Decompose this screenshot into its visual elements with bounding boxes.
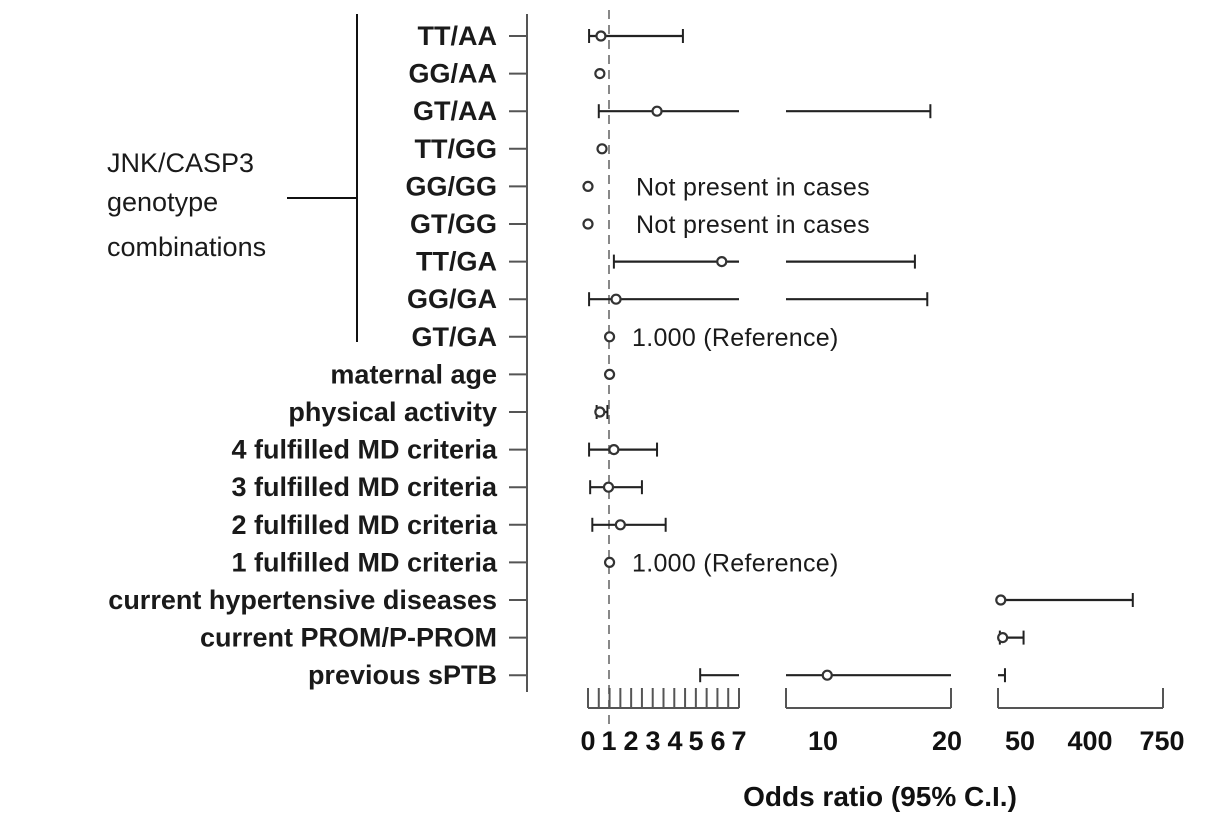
x-tick-label: 50 — [1005, 726, 1035, 756]
point-estimate — [596, 143, 608, 155]
x-tick-label: 10 — [808, 726, 838, 756]
row-current-hypertensive-diseases: current hypertensive diseases — [108, 585, 1134, 615]
row-gg-ga: GG/GA — [407, 284, 929, 314]
point-estimate — [608, 444, 620, 456]
point-estimate — [602, 481, 615, 493]
x-axis-label: Odds ratio (95% C.I.) — [743, 781, 1017, 812]
row-gt-gg: GT/GG Not present in cases — [410, 209, 870, 239]
row-label: TT/GA — [416, 247, 497, 277]
point-estimate — [610, 293, 622, 305]
row-label: 4 fulfilled MD criteria — [231, 435, 498, 465]
x-axis-segment-2: 10 20 — [785, 688, 962, 756]
row-label: TT/AA — [418, 21, 497, 51]
row-gg-aa: GG/AA — [408, 59, 606, 89]
x-tick-label: 4 — [667, 726, 682, 756]
row-1-fulfilled-md-criteria: 1 fulfilled MD criteria 1.000 (Reference) — [231, 547, 838, 577]
point-estimate — [603, 556, 616, 569]
row-tt-aa: TT/AA — [418, 21, 684, 51]
point-estimate — [997, 631, 1009, 644]
row-label: current hypertensive diseases — [108, 585, 497, 615]
row-label: GG/AA — [408, 59, 497, 89]
row-label: GT/GG — [410, 209, 497, 239]
row-label: previous sPTB — [308, 660, 497, 690]
point-estimate — [582, 218, 594, 230]
x-tick-label: 7 — [731, 726, 746, 756]
row-2-fulfilled-md-criteria: 2 fulfilled MD criteria — [231, 510, 667, 540]
rows-layer: TT/AA GG/AA GT/AA TT/GG GG/GG Not present in … — [108, 21, 1134, 690]
row-4-fulfilled-md-criteria: 4 fulfilled MD criteria — [231, 435, 659, 465]
point-estimate — [594, 67, 606, 80]
row-maternal-age: maternal age — [330, 359, 616, 389]
x-tick-label: 20 — [932, 726, 962, 756]
row-note: 1.000 (Reference) — [632, 324, 839, 352]
point-estimate — [594, 406, 606, 418]
x-axis-segment-3: 50 400 750 — [997, 688, 1185, 756]
x-tick-label: 750 — [1139, 726, 1184, 756]
point-estimate — [651, 105, 663, 117]
row-tt-gg: TT/GG — [415, 134, 608, 164]
row-label: physical activity — [288, 397, 497, 427]
row-label: 3 fulfilled MD criteria — [231, 472, 498, 502]
point-estimate — [716, 256, 728, 268]
row-note: 1.000 (Reference) — [632, 549, 839, 577]
row-label: maternal age — [330, 359, 497, 389]
point-estimate — [821, 669, 833, 681]
point-estimate — [614, 519, 626, 531]
group-label-line-1: JNK/CASP3 — [107, 148, 254, 178]
point-estimate — [995, 594, 1007, 606]
x-tick-label: 0 — [580, 726, 595, 756]
row-note: Not present in cases — [636, 173, 870, 201]
x-tick-label: 5 — [688, 726, 703, 756]
row-label: GG/GA — [407, 284, 497, 314]
row-tt-ga: TT/GA — [416, 247, 916, 277]
row-label: current PROM/P-PROM — [200, 623, 497, 653]
row-gt-ga: GT/GA 1.000 (Reference) — [412, 322, 839, 352]
x-tick-label: 6 — [710, 726, 725, 756]
row-physical-activity: physical activity — [288, 397, 609, 427]
group-label-line-2: genotype — [107, 187, 218, 217]
x-tick-label: 2 — [623, 726, 638, 756]
row-3-fulfilled-md-criteria: 3 fulfilled MD criteria — [231, 472, 643, 502]
row-label: 2 fulfilled MD criteria — [231, 510, 498, 540]
point-estimate — [582, 180, 594, 192]
row-current-prom-p-prom: current PROM/P-PROM — [200, 623, 1025, 653]
row-gg-gg: GG/GG Not present in cases — [405, 171, 869, 201]
x-tick-label: 400 — [1067, 726, 1112, 756]
row-label: GT/GA — [412, 322, 498, 352]
group-label-line-3: combinations — [107, 232, 266, 262]
point-estimate — [595, 30, 607, 42]
row-gt-aa: GT/AA — [413, 96, 932, 126]
point-estimate — [603, 331, 616, 343]
x-tick-label: 3 — [645, 726, 660, 756]
row-note: Not present in cases — [636, 211, 870, 239]
x-axis: 0 1 2 3 4 5 6 7 10 20 50 400 750 — [580, 688, 1185, 756]
row-label: GT/AA — [413, 96, 497, 126]
row-label: GG/GG — [405, 171, 497, 201]
point-estimate — [603, 368, 616, 380]
row-label: 1 fulfilled MD criteria — [231, 547, 498, 577]
x-tick-label: 1 — [601, 726, 616, 756]
row-label: TT/GG — [415, 134, 498, 164]
row-previous-sptb: previous sPTB — [308, 660, 1006, 690]
